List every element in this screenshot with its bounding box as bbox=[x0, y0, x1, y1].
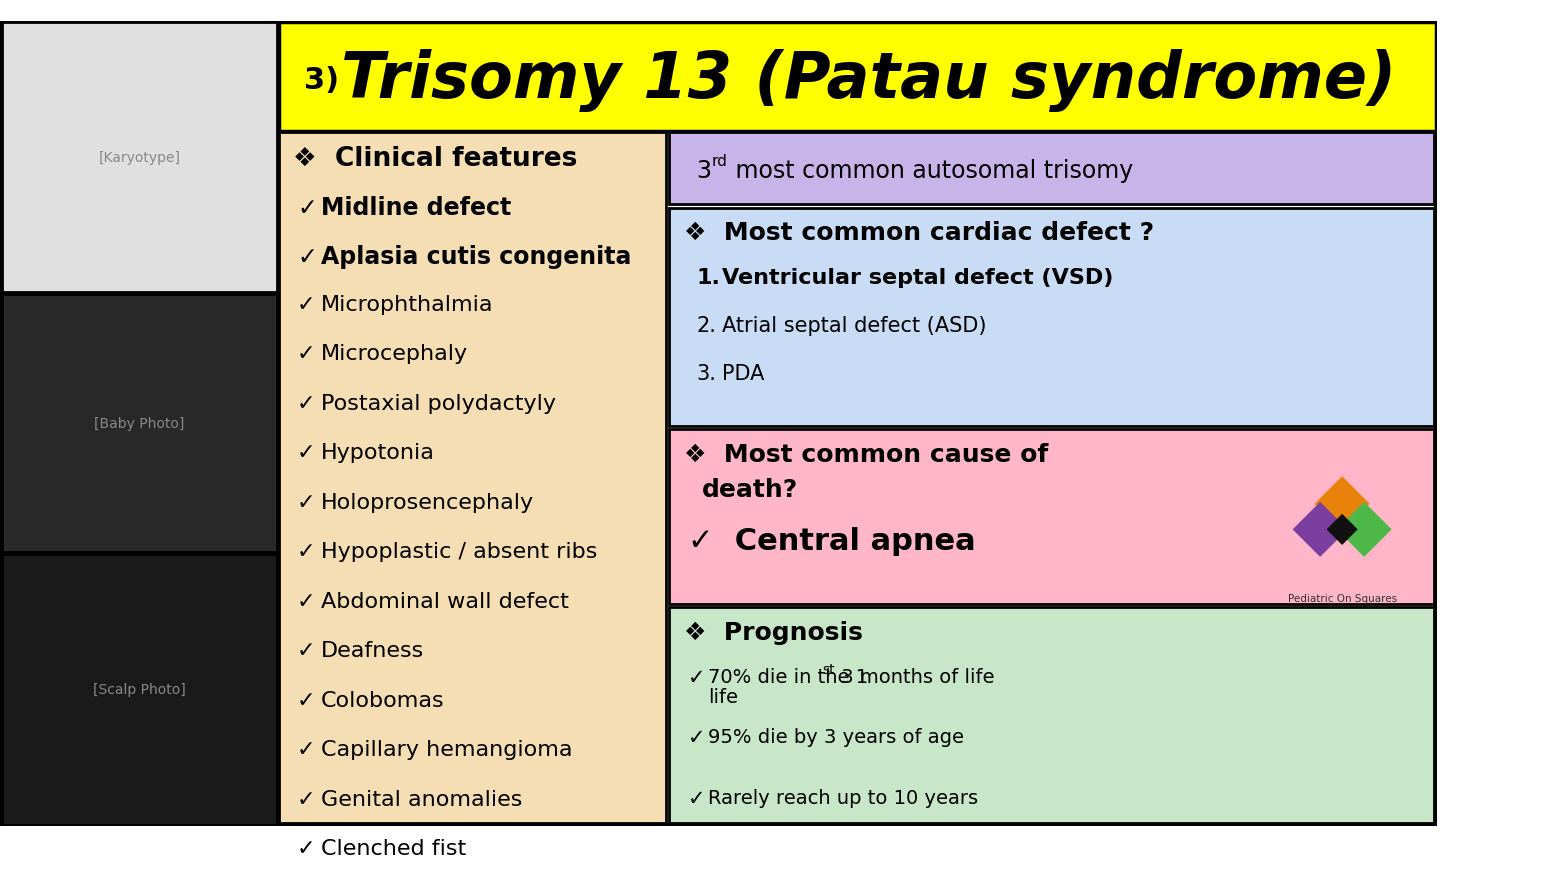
Text: st: st bbox=[822, 663, 834, 677]
Text: ✓: ✓ bbox=[296, 493, 315, 512]
Text: 2.: 2. bbox=[696, 315, 717, 335]
Text: [Baby Photo]: [Baby Photo] bbox=[94, 416, 185, 430]
Text: ❖  Prognosis: ❖ Prognosis bbox=[684, 621, 862, 644]
Text: [Karyotype]: [Karyotype] bbox=[99, 151, 180, 165]
Polygon shape bbox=[1336, 502, 1392, 558]
Text: Hypoplastic / absent ribs: Hypoplastic / absent ribs bbox=[321, 542, 597, 562]
Bar bbox=[2, 294, 278, 552]
Text: ✓: ✓ bbox=[687, 728, 706, 747]
Text: 3 months of life: 3 months of life bbox=[836, 667, 994, 686]
Text: ❖  Clinical features: ❖ Clinical features bbox=[293, 146, 577, 172]
Text: Genital anomalies: Genital anomalies bbox=[321, 789, 522, 809]
Text: Holoprosencephaly: Holoprosencephaly bbox=[321, 493, 535, 512]
Text: 95% die by 3 years of age: 95% die by 3 years of age bbox=[707, 728, 964, 746]
Text: ✓: ✓ bbox=[296, 196, 317, 220]
Text: ✓: ✓ bbox=[296, 739, 315, 759]
Text: ✓: ✓ bbox=[296, 789, 315, 809]
Text: Deafness: Deafness bbox=[321, 641, 423, 660]
Text: Clenched fist: Clenched fist bbox=[321, 838, 466, 859]
Text: Midline defect: Midline defect bbox=[321, 196, 511, 220]
Text: Postaxial polydactyly: Postaxial polydactyly bbox=[321, 393, 557, 414]
Text: Rarely reach up to 10 years: Rarely reach up to 10 years bbox=[707, 788, 978, 807]
Text: ✓: ✓ bbox=[296, 542, 315, 562]
Bar bbox=[670, 608, 1433, 823]
Polygon shape bbox=[1327, 515, 1358, 545]
Bar bbox=[2, 24, 278, 292]
Text: PDA: PDA bbox=[723, 363, 765, 383]
Polygon shape bbox=[1314, 477, 1369, 531]
Text: ✓: ✓ bbox=[296, 838, 315, 859]
Text: ✓  Central apnea: ✓ Central apnea bbox=[687, 526, 975, 555]
Text: Microphthalmia: Microphthalmia bbox=[321, 294, 494, 314]
Text: ✓: ✓ bbox=[687, 667, 706, 687]
Text: ✓: ✓ bbox=[296, 690, 315, 710]
Text: rd: rd bbox=[712, 155, 728, 169]
Text: ❖  Most common cause of: ❖ Most common cause of bbox=[684, 443, 1047, 467]
Bar bbox=[670, 208, 1433, 427]
Bar bbox=[279, 133, 665, 823]
Text: Aplasia cutis congenita: Aplasia cutis congenita bbox=[321, 245, 632, 269]
Text: life: life bbox=[707, 687, 737, 706]
Text: Ventricular septal defect (VSD): Ventricular septal defect (VSD) bbox=[723, 268, 1113, 288]
Text: [Scalp Photo]: [Scalp Photo] bbox=[93, 682, 185, 696]
Bar bbox=[670, 430, 1433, 604]
Text: ❖  Most common cardiac defect ?: ❖ Most common cardiac defect ? bbox=[684, 221, 1154, 245]
Text: 70% die in the 1: 70% die in the 1 bbox=[707, 667, 867, 686]
Text: ✓: ✓ bbox=[296, 443, 315, 463]
Bar bbox=[670, 133, 1433, 205]
Text: Colobomas: Colobomas bbox=[321, 690, 444, 710]
Text: Abdominal wall defect: Abdominal wall defect bbox=[321, 591, 569, 611]
Text: Microcephaly: Microcephaly bbox=[321, 344, 467, 363]
Text: ✓: ✓ bbox=[296, 344, 315, 363]
Bar bbox=[279, 24, 1436, 132]
Text: 3): 3) bbox=[304, 66, 340, 95]
Text: ✓: ✓ bbox=[296, 393, 315, 414]
Text: ✓: ✓ bbox=[296, 294, 315, 314]
Text: Hypotonia: Hypotonia bbox=[321, 443, 434, 463]
Text: death?: death? bbox=[702, 478, 798, 501]
Text: Trisomy 13 (Patau syndrome): Trisomy 13 (Patau syndrome) bbox=[340, 48, 1397, 112]
Text: ✓: ✓ bbox=[296, 245, 317, 269]
Bar bbox=[2, 555, 278, 824]
Text: most common autosomal trisomy: most common autosomal trisomy bbox=[728, 159, 1134, 183]
Polygon shape bbox=[1292, 502, 1347, 558]
Text: Atrial septal defect (ASD): Atrial septal defect (ASD) bbox=[723, 315, 986, 335]
Text: ✓: ✓ bbox=[296, 591, 315, 611]
Text: 3.: 3. bbox=[696, 363, 717, 383]
Text: 3: 3 bbox=[696, 159, 712, 183]
Text: ✓: ✓ bbox=[296, 641, 315, 660]
Text: Pediatric On Squares: Pediatric On Squares bbox=[1287, 593, 1397, 603]
Text: Capillary hemangioma: Capillary hemangioma bbox=[321, 739, 572, 759]
Text: ✓: ✓ bbox=[687, 788, 706, 808]
Text: 1.: 1. bbox=[696, 268, 721, 288]
